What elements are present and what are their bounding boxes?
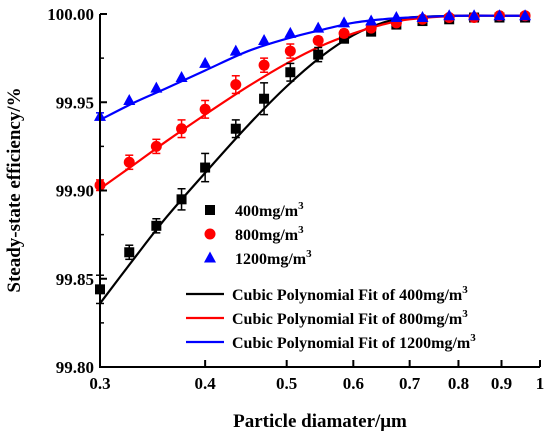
marker-circle [176,123,188,135]
axes: 99.80 99.85 99.90 99.95 100.00 0.3 0.4 0.5 0.6 0.… [47,5,544,393]
marker-square [230,123,241,134]
legend: 400mg/m3 800mg/m3 1200mg/m3 Cubic Polynomia… [186,200,476,352]
marker-square [151,220,162,231]
x-tick-label: 0.9 [491,374,512,393]
x-tick-label: 0.6 [343,374,364,393]
marker-circle [123,156,135,168]
marker-triangle [443,9,456,21]
y-tick-label: 99.95 [56,93,94,112]
marker-circle [204,228,216,240]
legend-label: 400mg/m3 [235,200,304,220]
y-tick-label: 100.00 [47,5,94,24]
marker-triangle [258,33,271,45]
marker-square [259,93,270,104]
marker-triangle [365,14,378,26]
marker-triangle [150,81,163,93]
marker-triangle [175,71,188,83]
plot-area [94,9,532,305]
legend-label: Cubic Polynomial Fit of 400mg/m3 [232,284,468,304]
x-tick-label: 0.3 [89,374,110,393]
x-tick-label: 0.4 [195,374,217,393]
marker-triangle [493,9,506,21]
fit-line [99,14,526,121]
marker-circle [150,140,162,152]
marker-triangle [468,9,481,21]
x-tick-label: 0.7 [399,374,421,393]
marker-triangle [284,26,297,38]
marker-triangle [204,251,216,263]
legend-label: Cubic Polynomial Fit of 1200mg/m3 [232,332,476,352]
fit-line [99,14,526,305]
marker-triangle [229,44,242,56]
y-tick-label: 99.80 [56,358,94,377]
x-tick-label: 1 [536,374,545,393]
marker-square [313,49,324,60]
marker-square [205,205,215,215]
fit-line [99,14,526,190]
marker-triangle [519,9,532,21]
marker-circle [338,27,350,39]
y-tick-label: 99.85 [56,270,94,289]
y-axis-title: Steady-state efficiency/% [4,87,25,292]
marker-triangle [390,11,403,23]
legend-label: Cubic Polynomial Fit of 800mg/m3 [232,308,468,328]
marker-square [124,247,135,258]
marker-triangle [416,11,429,23]
x-tick-label: 0.8 [448,374,469,393]
marker-square [176,194,187,205]
marker-triangle [338,16,351,28]
marker-triangle [123,93,136,105]
marker-circle [312,34,324,46]
legend-label: 800mg/m3 [235,224,304,244]
marker-circle [230,79,242,91]
x-axis-title: Particle diamater/μm [233,411,407,432]
marker-circle [258,59,270,71]
marker-triangle [312,21,325,33]
legend-label: 1200mg/m3 [235,248,312,268]
marker-circle [199,103,211,115]
marker-square [285,67,296,78]
x-tick-label: 0.5 [276,374,297,393]
y-tick-label: 99.90 [56,182,94,201]
marker-square [200,162,211,173]
marker-triangle [199,56,212,68]
marker-circle [284,45,296,57]
